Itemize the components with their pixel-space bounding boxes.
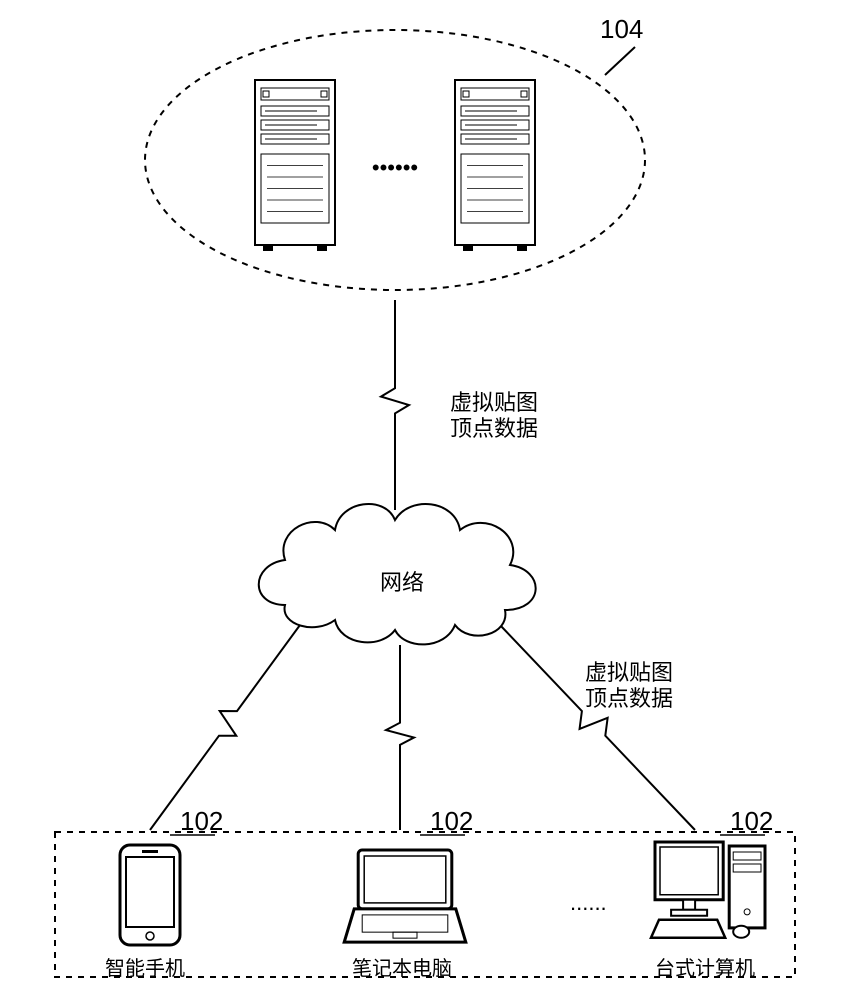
connection-bolt — [150, 625, 300, 830]
laptop-icon — [344, 850, 466, 942]
svg-text:笔记本电脑: 笔记本电脑 — [352, 957, 452, 980]
svg-text:台式计算机: 台式计算机 — [655, 957, 755, 980]
svg-text:104: 104 — [600, 14, 643, 44]
svg-text:虚拟贴图: 虚拟贴图 — [585, 660, 673, 685]
svg-text:102: 102 — [730, 806, 773, 836]
svg-text:顶点数据: 顶点数据 — [585, 686, 673, 711]
svg-text:网络: 网络 — [380, 570, 424, 595]
svg-text:102: 102 — [180, 806, 223, 836]
smartphone-icon — [120, 845, 180, 945]
server-rack — [455, 80, 535, 251]
svg-text:••••••: •••••• — [372, 155, 418, 180]
desktop-icon — [651, 842, 765, 938]
svg-text:顶点数据: 顶点数据 — [450, 416, 538, 441]
network-diagram: 104••••••网络虚拟贴图顶点数据虚拟贴图顶点数据102智能手机102笔记本… — [0, 0, 847, 1000]
svg-text:102: 102 — [430, 806, 473, 836]
connection-bolt — [381, 300, 409, 510]
server-rack — [255, 80, 335, 251]
connection-bolt — [386, 645, 414, 830]
svg-text:......: ...... — [570, 890, 607, 915]
svg-text:智能手机: 智能手机 — [105, 957, 185, 980]
svg-text:虚拟贴图: 虚拟贴图 — [450, 390, 538, 415]
connection-bolt — [500, 625, 695, 830]
